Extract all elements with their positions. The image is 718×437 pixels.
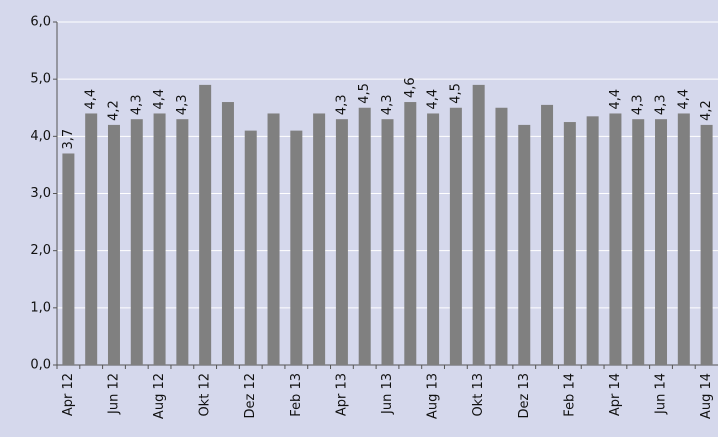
y-tick-label: 6,0 (30, 15, 51, 30)
y-tick-label: 3,0 (30, 186, 51, 201)
value-label: 4,3 (129, 94, 144, 115)
value-label: 4,3 (175, 94, 190, 115)
bar (586, 116, 599, 365)
x-tick-label: Jun 14 (654, 373, 669, 415)
value-label: 4,4 (426, 89, 441, 110)
bar (244, 130, 257, 365)
x-tick-label: Okt 13 (471, 373, 486, 417)
bar (335, 119, 348, 365)
value-label: 4,4 (152, 89, 167, 110)
value-label: 4,3 (631, 94, 646, 115)
bar (199, 84, 212, 365)
bar (221, 102, 234, 366)
bar (677, 113, 690, 365)
x-tick-label: Okt 12 (198, 373, 213, 417)
x-tick-label: Apr 13 (334, 373, 349, 416)
value-label: 4,6 (403, 77, 418, 98)
bar (518, 124, 531, 366)
x-tick-label: Dez 12 (243, 373, 258, 419)
bar (85, 113, 98, 365)
bar (495, 107, 508, 365)
bar (267, 113, 280, 365)
value-label: 4,4 (676, 89, 691, 110)
x-tick-label: Aug 13 (426, 373, 441, 419)
bar (107, 124, 120, 366)
y-tick-label: 5,0 (30, 72, 51, 87)
bar (472, 84, 485, 365)
bar (381, 119, 394, 365)
bar (62, 153, 75, 365)
y-tick-label: 2,0 (30, 243, 51, 258)
bar (449, 107, 462, 365)
y-tick-label: 1,0 (30, 300, 51, 315)
bar (700, 124, 713, 366)
bar (153, 113, 166, 365)
x-tick-label: Jun 13 (380, 373, 395, 415)
bar (404, 102, 417, 366)
x-tick-label: Apr 12 (61, 373, 76, 416)
value-label: 4,5 (357, 83, 372, 104)
x-tick-label: Apr 14 (608, 373, 623, 416)
bar (609, 113, 622, 365)
bar (176, 119, 189, 365)
bar (290, 130, 303, 365)
value-label: 4,4 (608, 89, 623, 110)
y-tick-label: 4,0 (30, 129, 51, 144)
value-label: 4,3 (654, 94, 669, 115)
bar (541, 104, 554, 366)
x-tick-label: Dez 13 (517, 373, 532, 419)
x-tick-label: Aug 12 (152, 373, 167, 419)
bar (632, 119, 645, 365)
bar (313, 113, 326, 365)
bar (655, 119, 668, 365)
x-tick-label: Feb 13 (289, 373, 304, 417)
value-label: 4,3 (334, 94, 349, 115)
value-label: 4,5 (448, 83, 463, 104)
x-tick-label: Jun 12 (106, 373, 121, 415)
bar (427, 113, 440, 365)
value-label: 4,4 (84, 89, 99, 110)
value-label: 4,2 (699, 100, 714, 121)
bar (563, 122, 576, 366)
y-tick-label: 0,0 (30, 358, 51, 373)
value-label: 3,7 (61, 129, 76, 150)
bar (130, 119, 143, 365)
x-tick-label: Feb 14 (562, 373, 577, 417)
value-label: 4,2 (106, 100, 121, 121)
bar (358, 107, 371, 365)
value-label: 4,3 (380, 94, 395, 115)
x-tick-label: Aug 14 (699, 373, 714, 419)
